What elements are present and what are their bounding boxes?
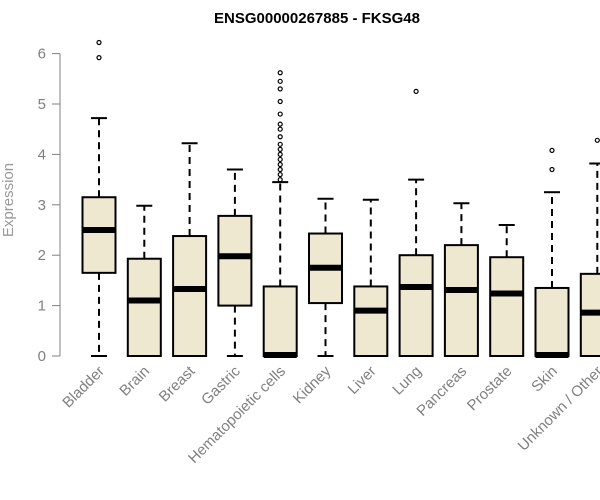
outlier-point [413,88,419,95]
y-tick-label: 4 [38,146,46,163]
outlier-point [277,171,283,178]
outlier-point [277,146,283,152]
iqr-box [353,285,389,357]
iqr-box [262,285,298,357]
chart-title: ENSG00000267885 - FKSG48 [214,10,420,27]
outlier-point [277,177,283,183]
box-skin [534,147,570,358]
outlier-point [277,111,283,117]
box-pancreas [443,202,479,357]
outlier-point [277,121,283,127]
y-tick-label: 6 [38,46,46,63]
iqr-box [398,254,434,357]
outlier-point [549,147,555,153]
x-tick-label: Pancreas [413,363,470,420]
box-hematopoietic-cells [262,70,298,358]
outlier-point [277,126,283,132]
y-tick-label: 3 [38,197,46,214]
outlier-point [277,141,283,147]
box-brain [126,204,162,357]
box-liver [353,198,389,357]
x-tick-label: Skin [528,363,561,396]
outlier-point [277,151,283,157]
iqr-box [489,256,525,357]
iqr-box [126,257,162,357]
x-tick-label: Lung [389,363,425,399]
iqr-box [443,244,479,357]
box-kidney [308,197,343,357]
box-unknown-other [579,137,600,357]
box-lung [398,88,434,357]
outlier-point [549,166,555,173]
y-tick-label: 5 [38,96,46,113]
outlier-point [277,70,283,76]
x-tick-label: Breast [156,362,199,405]
outlier-point [277,86,283,92]
box-breast [172,142,208,358]
box-prostate [489,223,525,357]
box-bladder [81,39,117,357]
x-tick-label: Prostate [464,363,516,415]
y-axis-label: Expression [0,163,17,237]
x-tick-label: Brain [116,363,153,400]
x-tick-label: Kidney [290,362,335,407]
outlier-point [96,55,102,61]
x-tick-label: Bladder [59,363,108,412]
iqr-box [81,196,117,274]
outlier-point [277,98,283,105]
iqr-box [217,214,253,307]
outlier-point [277,78,283,84]
y-tick-label: 2 [38,247,46,264]
outlier-point [96,39,102,46]
outlier-point [594,137,600,143]
outlier-point [277,134,283,140]
outlier-point [277,166,283,173]
y-axis: 0 1 2 3 4 5 6 [38,46,61,365]
outlier-point [277,156,283,163]
box-gastric [217,168,253,357]
y-tick-label: 1 [38,298,46,315]
y-tick-label: 0 [38,348,46,365]
iqr-box [534,286,570,357]
boxes-group [81,39,600,358]
x-tick-label: Liver [345,363,380,398]
outlier-point [277,161,283,168]
iqr-box [172,235,208,358]
